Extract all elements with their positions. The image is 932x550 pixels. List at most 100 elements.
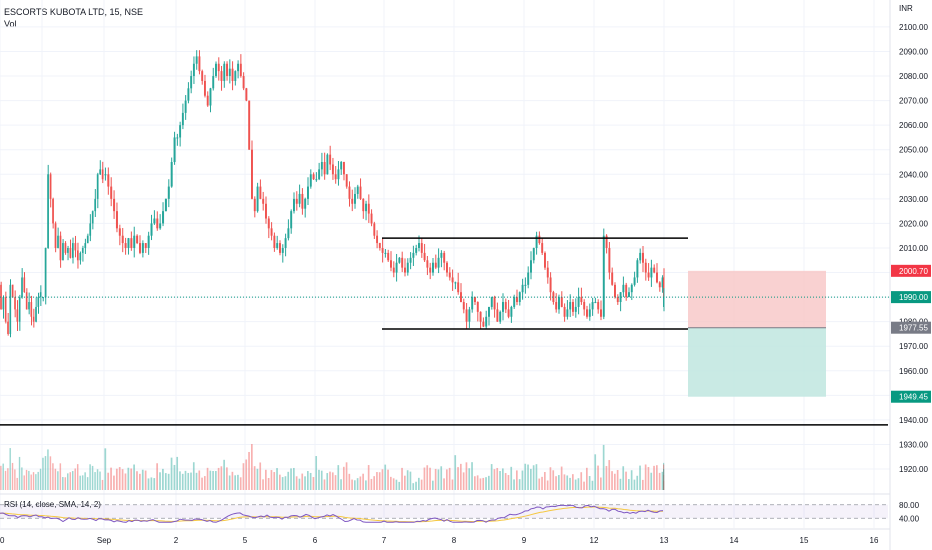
volume-bar xyxy=(392,478,395,490)
candle-body xyxy=(124,243,127,248)
candle-body xyxy=(234,71,237,81)
price-tag-entry xyxy=(891,321,931,334)
candle-body xyxy=(315,179,318,181)
candle-body xyxy=(290,211,293,229)
candle-body xyxy=(440,252,443,258)
volume-bar xyxy=(527,464,529,490)
candle-body xyxy=(409,257,412,263)
candle-body xyxy=(485,316,488,327)
candle-body xyxy=(18,297,21,322)
drawings[interactable] xyxy=(0,237,888,426)
candle-body xyxy=(580,297,583,303)
volume-bar xyxy=(367,465,370,490)
volume-bar xyxy=(429,467,431,490)
candle-body xyxy=(237,63,240,72)
candle-body xyxy=(367,203,370,214)
trade-box[interactable] xyxy=(0,270,890,397)
candle-body xyxy=(326,154,329,175)
candle-body xyxy=(334,174,337,180)
candle-body xyxy=(167,186,170,199)
volume-label[interactable]: Vol xyxy=(4,19,17,29)
rsi-band xyxy=(0,504,888,519)
y-tick-label: 1940.00 xyxy=(899,416,928,425)
symbol-title[interactable]: ESCORTS KUBOTA LTD, 15, NSE xyxy=(4,7,144,17)
volume-bar xyxy=(354,480,356,490)
candle-body xyxy=(426,260,429,268)
volume-bar xyxy=(54,468,57,490)
candle-body xyxy=(329,154,332,165)
volume-bar xyxy=(398,481,401,490)
candle-body xyxy=(9,284,12,334)
volume-bar xyxy=(446,469,448,490)
volume-bar xyxy=(337,465,340,490)
candle-body xyxy=(572,302,574,312)
volume-bar xyxy=(281,477,284,490)
candle-body xyxy=(127,238,130,248)
volume-bar xyxy=(644,464,647,490)
candle-body xyxy=(32,316,35,322)
volume-bar xyxy=(488,475,490,490)
time-axis[interactable]: 30 Sep 2 5 6 7 8 9 12 13 14 15 16 xyxy=(0,536,879,545)
candle-body xyxy=(72,243,74,258)
volume-bar xyxy=(279,474,281,490)
candle-body xyxy=(493,297,496,310)
candle-body xyxy=(636,260,639,278)
volume-bar xyxy=(42,457,44,490)
y-tick-label: 1960.00 xyxy=(899,367,928,376)
volume-bar xyxy=(110,467,112,490)
volume-bar xyxy=(150,477,153,490)
candle-body xyxy=(401,257,404,268)
volume-bar xyxy=(251,444,253,490)
volume-bar xyxy=(485,477,487,490)
volume-bar xyxy=(37,471,39,490)
volume-bar xyxy=(47,449,49,490)
volume-bar xyxy=(298,478,301,490)
candle-body xyxy=(173,137,176,163)
volume-bar xyxy=(121,469,124,490)
candle-body xyxy=(625,284,628,298)
candle-body xyxy=(560,297,563,307)
candle-body xyxy=(465,309,468,322)
candle-body xyxy=(57,235,59,248)
volume-bar xyxy=(401,467,403,490)
candle-body xyxy=(39,292,42,298)
candle-body xyxy=(460,292,462,303)
x-tick-label: 2 xyxy=(174,536,179,545)
volume-bar xyxy=(359,476,362,490)
candle-body xyxy=(54,223,57,248)
candle-body xyxy=(594,302,597,304)
volume-bar xyxy=(215,470,217,490)
volume-bar xyxy=(25,469,28,490)
volume-bar xyxy=(115,468,118,490)
volume-bar xyxy=(2,463,4,490)
volume-bar xyxy=(395,479,398,490)
candle-body xyxy=(118,228,121,236)
candle-body xyxy=(64,243,67,253)
volume-bar xyxy=(639,465,641,490)
volume-bar xyxy=(118,467,121,490)
volume-bar xyxy=(541,476,543,490)
candle-body xyxy=(307,186,309,199)
candle-body xyxy=(415,247,418,253)
candle-body xyxy=(479,311,482,322)
candle-body xyxy=(21,277,23,298)
volume-bar xyxy=(518,479,521,490)
volume-bar xyxy=(334,475,337,490)
rsi-tick-label: 80.00 xyxy=(899,501,920,510)
volume-bar xyxy=(370,478,373,490)
volume-bar xyxy=(170,457,173,490)
candle-body xyxy=(295,198,298,204)
candle-body xyxy=(298,193,301,204)
volume-bar xyxy=(650,472,653,490)
volume-bar xyxy=(630,470,633,490)
volume-bar xyxy=(482,477,485,490)
volume-bar xyxy=(290,468,292,490)
candle-body xyxy=(239,63,242,77)
volume-bar xyxy=(217,467,220,490)
volume-bar xyxy=(563,474,566,490)
candle-body xyxy=(133,235,136,248)
volume-bar xyxy=(642,479,644,490)
volume-bar xyxy=(212,471,214,490)
volume-bar xyxy=(521,470,524,490)
